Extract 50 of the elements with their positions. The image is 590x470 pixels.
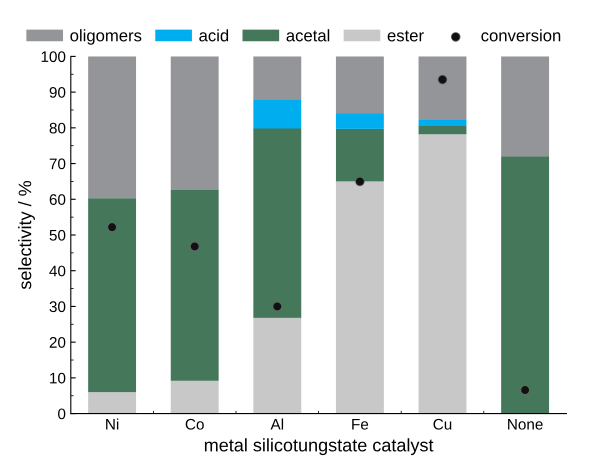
bar (170, 56, 219, 190)
bar (253, 128, 302, 318)
y-tick-label: 70 (50, 158, 66, 170)
bar (253, 318, 302, 414)
bar (336, 56, 384, 114)
y-tick-label: 30 (50, 301, 66, 312)
bar (170, 380, 219, 414)
bar (418, 126, 466, 134)
bar (170, 190, 219, 381)
bar (418, 134, 466, 414)
point (272, 302, 282, 312)
x-tick-label: Al (270, 418, 284, 430)
y-tick-label: 100 (42, 51, 66, 62)
bar (501, 56, 550, 156)
bar (501, 156, 550, 414)
bar (88, 392, 136, 414)
point (438, 74, 448, 84)
bar (253, 99, 302, 129)
y-tick-label: 40 (49, 266, 66, 276)
bar (336, 181, 384, 414)
legend-label: acid (199, 29, 228, 42)
x-tick-label: Ni (106, 418, 118, 430)
legend-label: ester (388, 30, 424, 42)
y-tick-label: 0 (58, 408, 66, 420)
bar (336, 114, 384, 129)
y-axis-title: selectivity / % (18, 180, 35, 290)
y-tick-label: 50 (50, 230, 66, 241)
y-tick-label: 10 (50, 372, 66, 384)
y-tick-label: 60 (50, 194, 66, 205)
x-tick-label: Co (186, 418, 204, 430)
point (355, 176, 365, 186)
y-tick-label: 20 (50, 337, 66, 348)
point (190, 242, 200, 252)
x-tick-label: Fe (352, 419, 368, 430)
bar (88, 198, 136, 392)
bar (418, 56, 466, 120)
legend-label: oligomers (70, 29, 142, 45)
bar (88, 56, 136, 198)
y-tick-label: 80 (50, 122, 66, 134)
bar (253, 56, 302, 100)
legend-label: conversion (481, 29, 560, 42)
x-axis-title: metal silicotungstate catalyst (204, 438, 434, 456)
point (520, 385, 530, 395)
bar (336, 128, 384, 182)
bar (418, 120, 466, 126)
legend-label: acetal (286, 29, 330, 42)
y-tick-label: 90 (50, 86, 66, 98)
x-tick-label: None (508, 419, 543, 430)
x-tick-label: Cu (434, 418, 452, 430)
point (107, 222, 117, 232)
